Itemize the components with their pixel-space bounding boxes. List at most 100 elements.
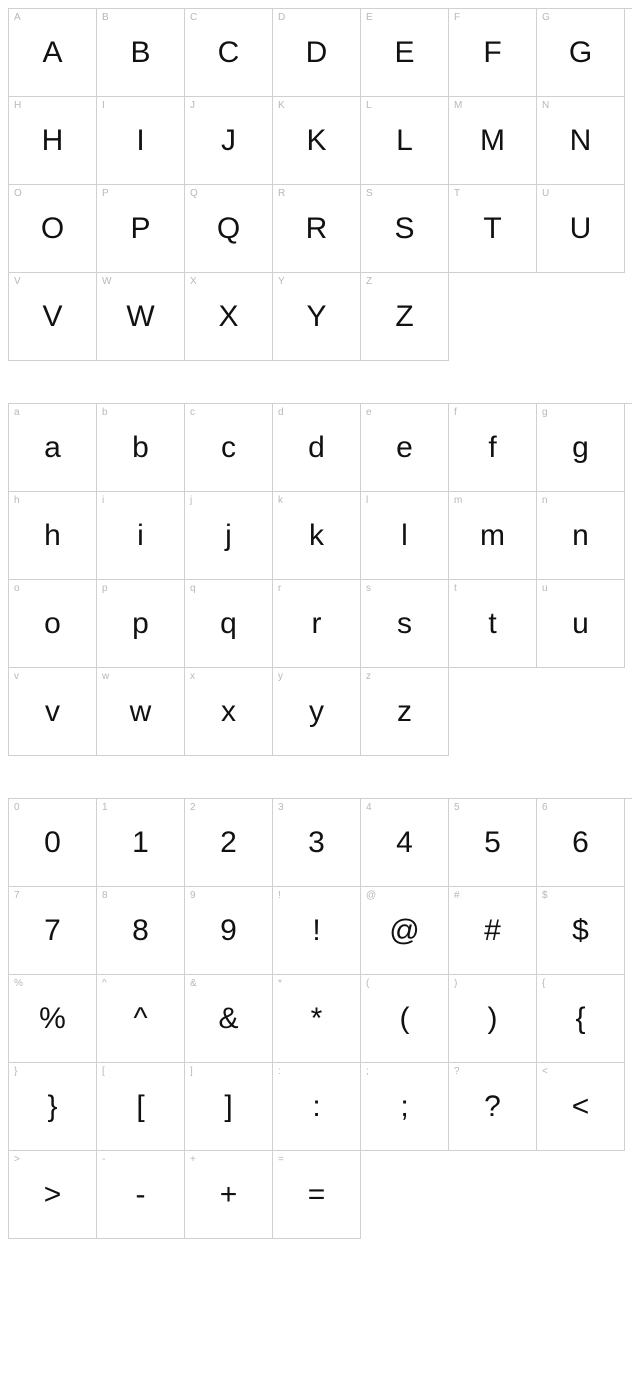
charmap-cell[interactable]: @@ <box>361 887 449 975</box>
charmap-cell[interactable]: ]] <box>185 1063 273 1151</box>
charmap-cell[interactable]: 00 <box>9 799 97 887</box>
charmap-cell[interactable]: oo <box>9 580 97 668</box>
cell-glyph: p <box>132 609 149 639</box>
charmap-cell[interactable]: JJ <box>185 97 273 185</box>
charmap-cell[interactable]: %% <box>9 975 97 1063</box>
charmap-cell[interactable]: SS <box>361 185 449 273</box>
cell-glyph: h <box>44 521 61 551</box>
charmap-cell[interactable]: BB <box>97 9 185 97</box>
charmap-cell[interactable]: dd <box>273 404 361 492</box>
charmap-cell[interactable]: jj <box>185 492 273 580</box>
cell-label: & <box>190 978 197 989</box>
charmap-cell[interactable]: << <box>537 1063 625 1151</box>
charmap-cell[interactable]: ** <box>273 975 361 1063</box>
charmap-cell[interactable]: {{ <box>537 975 625 1063</box>
charmap-cell[interactable]: WW <box>97 273 185 361</box>
charmap-cell[interactable]: UU <box>537 185 625 273</box>
charmap-cell[interactable]: kk <box>273 492 361 580</box>
charmap-cell[interactable]: ww <box>97 668 185 756</box>
charmap-cell[interactable]: ll <box>361 492 449 580</box>
charmap-cell[interactable]: (( <box>361 975 449 1063</box>
charmap-cell[interactable]: 88 <box>97 887 185 975</box>
charmap-cell[interactable]: FF <box>449 9 537 97</box>
cell-label: 0 <box>14 802 20 813</box>
charmap-cell[interactable]: LL <box>361 97 449 185</box>
cell-glyph: + <box>220 1180 238 1210</box>
charmap-cell[interactable]: QQ <box>185 185 273 273</box>
charmap-cell[interactable]: 22 <box>185 799 273 887</box>
cell-glyph: w <box>130 697 152 727</box>
cell-label: P <box>102 188 109 199</box>
charmap-cell[interactable]: GG <box>537 9 625 97</box>
charmap-cell[interactable]: xx <box>185 668 273 756</box>
charmap-cell[interactable]: ++ <box>185 1151 273 1239</box>
charmap-cell[interactable]: gg <box>537 404 625 492</box>
charmap-cell[interactable]: zz <box>361 668 449 756</box>
charmap-cell[interactable]: yy <box>273 668 361 756</box>
charmap-cell[interactable]: >> <box>9 1151 97 1239</box>
cell-glyph: e <box>396 433 413 463</box>
charmap-cell[interactable]: [[ <box>97 1063 185 1151</box>
charmap-cell[interactable]: qq <box>185 580 273 668</box>
charmap-cell[interactable]: TT <box>449 185 537 273</box>
charmap-cell[interactable]: ## <box>449 887 537 975</box>
charmap-cell[interactable]: && <box>185 975 273 1063</box>
charmap-cell[interactable]: ;; <box>361 1063 449 1151</box>
charmap-cell[interactable]: aa <box>9 404 97 492</box>
charmap-cell[interactable]: == <box>273 1151 361 1239</box>
charmap-cell[interactable]: ^^ <box>97 975 185 1063</box>
charmap-cell[interactable]: MM <box>449 97 537 185</box>
charmap-cell[interactable]: EE <box>361 9 449 97</box>
cell-label: j <box>190 495 192 506</box>
charmap-cell[interactable]: XX <box>185 273 273 361</box>
charmap-cell[interactable]: :: <box>273 1063 361 1151</box>
charmap-cell[interactable]: 44 <box>361 799 449 887</box>
cell-glyph: y <box>309 697 324 727</box>
charmap-cell[interactable]: pp <box>97 580 185 668</box>
charmap-cell[interactable]: 11 <box>97 799 185 887</box>
charmap-cell[interactable]: CC <box>185 9 273 97</box>
charmap-cell[interactable]: )) <box>449 975 537 1063</box>
charmap-cell[interactable]: II <box>97 97 185 185</box>
cell-label: G <box>542 12 550 23</box>
cell-glyph: V <box>42 302 62 332</box>
charmap-cell[interactable]: ff <box>449 404 537 492</box>
charmap-cell[interactable]: PP <box>97 185 185 273</box>
charmap-cell[interactable]: NN <box>537 97 625 185</box>
charmap-cell[interactable]: AA <box>9 9 97 97</box>
charmap-cell[interactable]: tt <box>449 580 537 668</box>
charmap-cell[interactable]: 55 <box>449 799 537 887</box>
charmap-cell[interactable]: hh <box>9 492 97 580</box>
cell-glyph: ; <box>400 1092 408 1122</box>
charmap-cell[interactable]: !! <box>273 887 361 975</box>
charmap-cell[interactable]: DD <box>273 9 361 97</box>
charmap-cell[interactable]: cc <box>185 404 273 492</box>
charmap-cell[interactable]: OO <box>9 185 97 273</box>
charmap-cell[interactable]: ee <box>361 404 449 492</box>
charmap-cell[interactable]: uu <box>537 580 625 668</box>
charmap-cell[interactable]: vv <box>9 668 97 756</box>
charmap-cell[interactable]: ?? <box>449 1063 537 1151</box>
charmap-cell[interactable]: mm <box>449 492 537 580</box>
charmap-cell[interactable]: nn <box>537 492 625 580</box>
charmap-cell[interactable]: }} <box>9 1063 97 1151</box>
cell-label: Z <box>366 276 372 287</box>
charmap-cell[interactable]: $$ <box>537 887 625 975</box>
cell-glyph: H <box>42 126 64 156</box>
charmap-cell[interactable]: KK <box>273 97 361 185</box>
charmap-cell[interactable]: rr <box>273 580 361 668</box>
charmap-cell[interactable]: 33 <box>273 799 361 887</box>
charmap-cell[interactable]: 66 <box>537 799 625 887</box>
charmap-cell[interactable]: HH <box>9 97 97 185</box>
charmap-cell[interactable]: 99 <box>185 887 273 975</box>
charmap-cell[interactable]: RR <box>273 185 361 273</box>
charmap-cell[interactable]: VV <box>9 273 97 361</box>
charmap-cell[interactable]: -- <box>97 1151 185 1239</box>
charmap-cell[interactable]: ii <box>97 492 185 580</box>
charmap-cell[interactable]: 77 <box>9 887 97 975</box>
charmap-cell[interactable]: ss <box>361 580 449 668</box>
charmap-cell[interactable]: ZZ <box>361 273 449 361</box>
charmap-cell[interactable]: bb <box>97 404 185 492</box>
cell-label: t <box>454 583 457 594</box>
charmap-cell[interactable]: YY <box>273 273 361 361</box>
